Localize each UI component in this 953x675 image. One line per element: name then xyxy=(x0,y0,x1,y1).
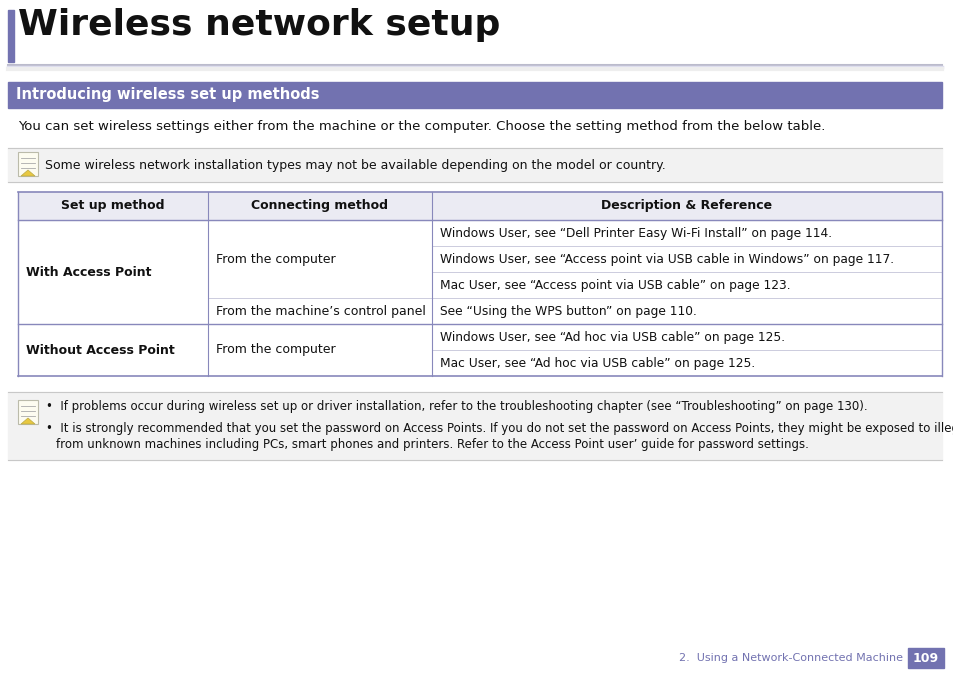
Text: Some wireless network installation types may not be available depending on the m: Some wireless network installation types… xyxy=(45,159,665,173)
Text: From the machine’s control panel: From the machine’s control panel xyxy=(215,304,425,317)
Polygon shape xyxy=(21,170,35,176)
FancyBboxPatch shape xyxy=(18,152,38,176)
Text: Connecting method: Connecting method xyxy=(252,200,388,213)
Text: 109: 109 xyxy=(912,651,938,664)
Text: Without Access Point: Without Access Point xyxy=(26,344,174,356)
Text: Introducing wireless set up methods: Introducing wireless set up methods xyxy=(16,88,319,103)
Text: Mac User, see “Access point via USB cable” on page 123.: Mac User, see “Access point via USB cabl… xyxy=(439,279,790,292)
Polygon shape xyxy=(21,418,35,424)
Text: See “Using the WPS button” on page 110.: See “Using the WPS button” on page 110. xyxy=(439,304,696,317)
Text: Windows User, see “Ad hoc via USB cable” on page 125.: Windows User, see “Ad hoc via USB cable”… xyxy=(439,331,784,344)
Bar xyxy=(8,82,941,108)
Text: Description & Reference: Description & Reference xyxy=(600,200,772,213)
Text: Windows User, see “Access point via USB cable in Windows” on page 117.: Windows User, see “Access point via USB … xyxy=(439,252,893,265)
Text: •  It is strongly recommended that you set the password on Access Points. If you: • It is strongly recommended that you se… xyxy=(46,422,953,435)
Bar xyxy=(8,10,14,62)
Text: From the computer: From the computer xyxy=(215,344,335,356)
Bar xyxy=(18,192,941,220)
Text: Windows User, see “Dell Printer Easy Wi-Fi Install” on page 114.: Windows User, see “Dell Printer Easy Wi-… xyxy=(439,227,831,240)
Text: With Access Point: With Access Point xyxy=(26,265,152,279)
Text: You can set wireless settings either from the machine or the computer. Choose th: You can set wireless settings either fro… xyxy=(18,120,824,133)
Bar xyxy=(8,148,941,182)
Text: Mac User, see “Ad hoc via USB cable” on page 125.: Mac User, see “Ad hoc via USB cable” on … xyxy=(439,356,755,369)
Text: Wireless network setup: Wireless network setup xyxy=(18,8,500,42)
Text: From the computer: From the computer xyxy=(215,252,335,265)
Text: 2.  Using a Network-Connected Machine: 2. Using a Network-Connected Machine xyxy=(679,653,902,663)
FancyBboxPatch shape xyxy=(18,400,38,424)
Text: Set up method: Set up method xyxy=(61,200,165,213)
Bar xyxy=(907,648,943,668)
Text: from unknown machines including PCs, smart phones and printers. Refer to the Acc: from unknown machines including PCs, sma… xyxy=(56,438,808,451)
Bar xyxy=(18,220,941,376)
Text: •  If problems occur during wireless set up or driver installation, refer to the: • If problems occur during wireless set … xyxy=(46,400,866,413)
Bar xyxy=(8,392,941,460)
